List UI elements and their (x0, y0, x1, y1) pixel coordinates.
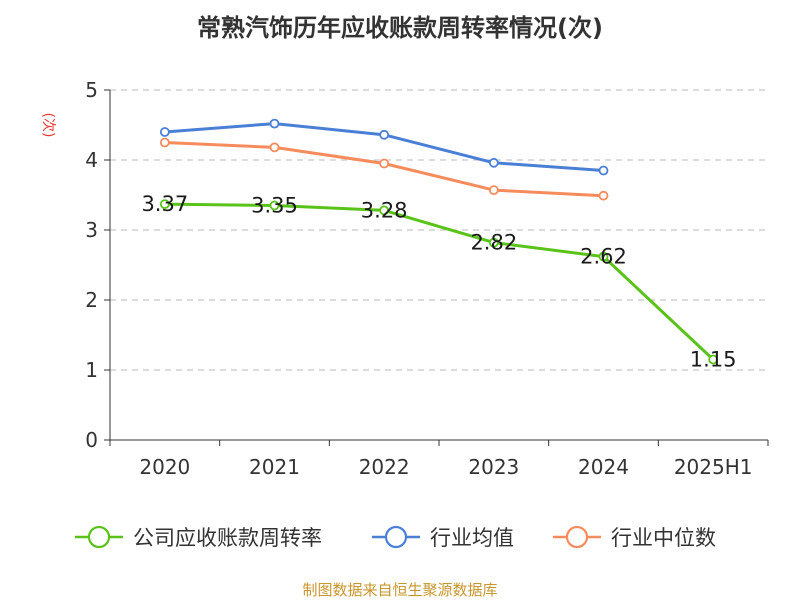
y-tick-label: 0 (85, 428, 98, 452)
data-label: 3.37 (141, 192, 188, 216)
source-note: 制图数据来自恒生聚源数据库 (302, 581, 497, 599)
series-line (164, 202, 715, 361)
data-label: 3.35 (251, 194, 298, 218)
data-labels: 3.37 3.35 3.28 2.82 2.62 1.15 (141, 192, 736, 371)
legend-item: 公司应收账款周转率 (75, 525, 322, 550)
data-point (598, 190, 609, 201)
x-tick-label: 2022 (359, 455, 410, 479)
legend-marker (384, 525, 408, 549)
data-label: 1.15 (690, 348, 737, 372)
data-point (269, 118, 280, 129)
data-label: 2.82 (470, 231, 517, 255)
y-tick-label: 4 (85, 148, 98, 172)
y-tick-label: 3 (85, 218, 98, 242)
data-point (379, 158, 390, 169)
data-point (598, 165, 609, 176)
series-layer (159, 118, 719, 365)
chart-title: 常熟汽饰历年应收账款周转率情况(次) (197, 14, 603, 42)
data-point (269, 142, 280, 153)
x-tick-label: 2021 (249, 455, 300, 479)
x-tick-label: 2020 (139, 455, 190, 479)
data-point (159, 199, 170, 210)
data-point (269, 200, 280, 211)
data-point (488, 185, 499, 196)
y-tick-label: 1 (85, 358, 98, 382)
legend-label: 行业中位数 (611, 526, 716, 550)
legend-label: 行业均值 (430, 526, 514, 550)
data-point (159, 127, 170, 137)
series-line (164, 141, 604, 198)
axes: 0 1 2 3 4 5 2020 2021 2022 2023 2024 2025H1 (85, 78, 769, 479)
legend-marker (87, 525, 111, 549)
legend-label: 公司应收账款周转率 (133, 526, 322, 550)
grid (110, 89, 768, 371)
legend-item: 行业中位数 (553, 525, 716, 550)
x-tick-label: 2025H1 (674, 455, 753, 479)
data-point (159, 137, 170, 148)
legend-marker (565, 525, 589, 549)
data-point (488, 237, 499, 248)
x-tick-label: 2024 (578, 455, 629, 479)
data-point (598, 251, 609, 262)
data-point (708, 354, 719, 365)
data-label: 3.28 (361, 198, 408, 222)
y-tick-label: 5 (85, 78, 98, 102)
data-point (379, 205, 390, 216)
data-label: 2.62 (580, 245, 627, 269)
legend: 公司应收账款周转率 行业均值 行业中位数 (75, 525, 716, 550)
data-point (379, 129, 390, 140)
y-tick-label: 2 (85, 288, 98, 312)
x-tick-label: 2023 (468, 455, 519, 479)
legend-item: 行业均值 (372, 525, 514, 550)
y-axis-label: (次) (40, 113, 56, 138)
data-point (488, 157, 499, 168)
